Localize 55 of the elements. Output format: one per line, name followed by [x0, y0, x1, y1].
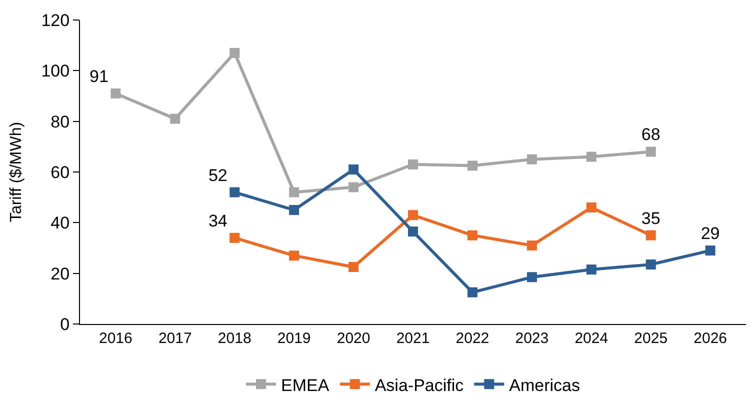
- x-tick-label: 2022: [456, 330, 490, 347]
- data-label: 29: [700, 224, 720, 244]
- x-tick-label: 2019: [277, 330, 311, 347]
- point: [586, 264, 596, 275]
- point: [230, 187, 240, 198]
- point: [526, 272, 537, 282]
- point: [230, 232, 240, 243]
- x-tick-label: 2016: [98, 330, 132, 347]
- y-tick-label: 100: [41, 62, 70, 81]
- point: [348, 262, 359, 272]
- x-tick-label: 2023: [515, 330, 549, 347]
- point: [646, 259, 656, 270]
- data-label: 35: [641, 208, 660, 228]
- x-tick-label: 2018: [218, 330, 252, 347]
- point: [646, 146, 656, 157]
- point: [467, 160, 478, 171]
- point: [289, 187, 300, 198]
- point: [408, 210, 418, 220]
- point: [526, 154, 537, 164]
- point: [230, 48, 240, 58]
- data-label: 52: [208, 166, 228, 185]
- x-tick-label: 2024: [574, 330, 608, 347]
- point: [408, 159, 418, 170]
- point: [467, 230, 478, 240]
- point: [110, 88, 121, 98]
- legend-label: EMEA: [281, 376, 330, 395]
- y-tick-label: 60: [50, 162, 70, 182]
- y-tick-label: 80: [50, 112, 70, 132]
- point: [526, 240, 537, 250]
- x-tick-label: 2017: [158, 330, 192, 347]
- y-tick-label: 120: [41, 10, 70, 30]
- y-tick-label: 0: [60, 314, 70, 334]
- point: [408, 226, 418, 237]
- data-label: 91: [90, 66, 108, 86]
- point: [289, 250, 300, 261]
- data-label: 68: [641, 125, 660, 144]
- y-axis-title: Tariff ($/MWh): [8, 122, 26, 222]
- point: [467, 287, 478, 298]
- point: [348, 164, 359, 174]
- y-tick-label: 20: [50, 264, 70, 284]
- point: [646, 230, 656, 240]
- x-tick-label: 2026: [694, 330, 728, 347]
- x-tick-label: 2021: [396, 330, 430, 347]
- point: [586, 152, 596, 162]
- x-tick-label: 2020: [336, 330, 370, 347]
- y-tick-label: 40: [50, 214, 70, 233]
- data-label: 34: [208, 211, 228, 230]
- point: [586, 202, 596, 212]
- legend-label: Asia-Pacific: [374, 376, 464, 395]
- point: [705, 246, 716, 256]
- legend-label: Americas: [509, 376, 580, 395]
- point: [170, 114, 180, 124]
- x-tick-label: 2025: [634, 330, 668, 347]
- point: [348, 182, 359, 192]
- point: [289, 205, 300, 215]
